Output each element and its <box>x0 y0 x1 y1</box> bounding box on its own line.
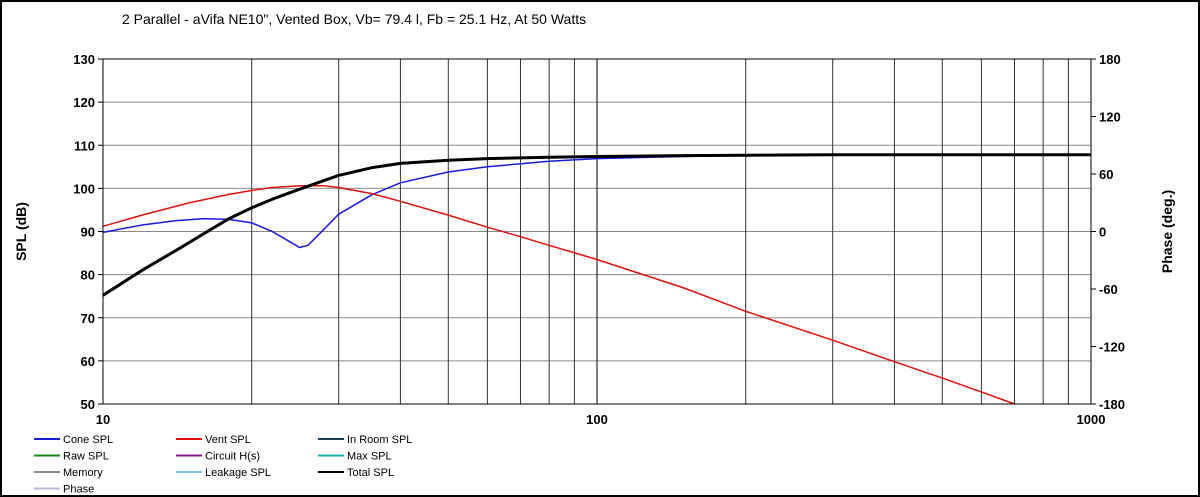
y2-axis-label: Phase (deg.) <box>1159 190 1175 273</box>
x-tick-label: 1000 <box>1077 412 1106 427</box>
legend: Cone SPL Vent SPL In Room SPL Raw SPL Circui… <box>34 434 412 495</box>
curves <box>102 153 1091 405</box>
legend-label: Max SPL <box>347 451 392 463</box>
legend-label: Phase <box>63 484 94 496</box>
x-tick-label: 100 <box>586 412 608 427</box>
y2-tick-label: 120 <box>1099 110 1121 125</box>
legend-label: Raw SPL <box>63 451 109 463</box>
grid <box>103 58 1091 405</box>
y2-tick-label: 0 <box>1099 225 1106 240</box>
y-tick-label: 90 <box>81 225 95 240</box>
legend-label: In Room SPL <box>347 434 412 446</box>
y-tick-label: 100 <box>73 181 95 196</box>
legend-label: Vent SPL <box>205 434 251 446</box>
vent-spl-curve <box>102 185 1015 405</box>
y-tick-label: 50 <box>81 397 95 412</box>
chart-title: 2 Parallel - aVifa NE10", Vented Box, Vb… <box>122 11 586 27</box>
y2-tick-label: -180 <box>1099 397 1125 412</box>
y-tick-label: 130 <box>73 52 95 67</box>
tick-labels: 130 120 110 100 90 80 70 60 50 180 120 60 0 -60 -120 -1… <box>73 52 1125 427</box>
y-tick-label: 110 <box>74 138 95 153</box>
y2-tick-label: 180 <box>1099 52 1121 67</box>
x-tick-label: 10 <box>96 412 110 427</box>
legend-label: Cone SPL <box>63 434 113 446</box>
y-tick-label: 120 <box>73 95 95 110</box>
y-tick-label: 70 <box>81 311 95 326</box>
legend-label: Total SPL <box>347 467 394 479</box>
y-axis-label: SPL (dB) <box>13 202 29 261</box>
y2-tick-label: -60 <box>1099 282 1118 297</box>
legend-label: Circuit H(s) <box>205 451 260 463</box>
y2-tick-label: 60 <box>1099 167 1113 182</box>
total-spl-curve <box>102 153 1091 297</box>
y-tick-label: 80 <box>81 268 95 283</box>
y-tick-label: 60 <box>81 354 95 369</box>
legend-label: Leakage SPL <box>205 467 271 479</box>
y2-tick-label: -120 <box>1099 340 1125 355</box>
legend-label: Memory <box>63 467 103 479</box>
